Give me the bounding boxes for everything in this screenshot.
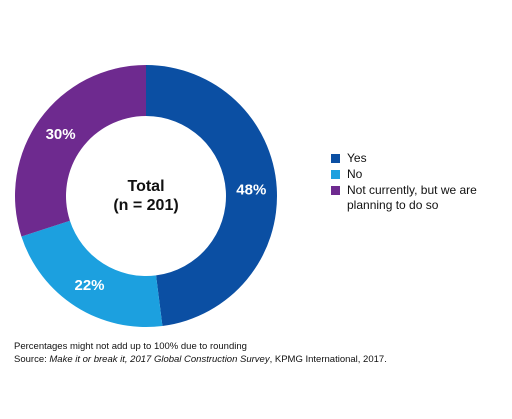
source-suffix: , KPMG International, 2017. bbox=[269, 354, 387, 365]
legend-item-no: No bbox=[331, 167, 506, 182]
slice-label-2: 30% bbox=[46, 126, 76, 143]
legend: Yes No Not currently, but we are plannin… bbox=[331, 151, 506, 214]
center-total-label: Total bbox=[127, 178, 164, 195]
legend-swatch-no bbox=[331, 170, 340, 179]
donut-slices bbox=[14, 65, 278, 328]
legend-item-yes: Yes bbox=[331, 151, 506, 166]
donut-slice-2 bbox=[14, 65, 147, 237]
slice-label-1: 22% bbox=[74, 277, 104, 294]
chart-footer: Percentages might not add up to 100% due… bbox=[14, 340, 387, 366]
source-note: Source: Make it or break it, 2017 Global… bbox=[14, 353, 387, 366]
donut-slice-1 bbox=[21, 220, 163, 328]
legend-label-no: No bbox=[347, 167, 363, 181]
source-title: Make it or break it, 2017 Global Constru… bbox=[49, 354, 270, 365]
rounding-note: Percentages might not add up to 100% due… bbox=[14, 341, 247, 352]
slice-label-0: 48% bbox=[236, 181, 266, 198]
legend-swatch-planning bbox=[331, 186, 340, 195]
legend-label-planning: Not currently, but we are planning to do… bbox=[347, 183, 477, 212]
center-count-label: (n = 201) bbox=[113, 197, 178, 214]
slice-labels: 48% 22% 30% bbox=[46, 126, 267, 294]
donut-slice-0 bbox=[146, 65, 278, 326]
legend-item-planning: Not currently, but we are planning to do… bbox=[331, 183, 506, 213]
legend-swatch-yes bbox=[331, 154, 340, 163]
source-prefix: Source: bbox=[14, 354, 50, 365]
legend-label-yes: Yes bbox=[347, 151, 367, 165]
